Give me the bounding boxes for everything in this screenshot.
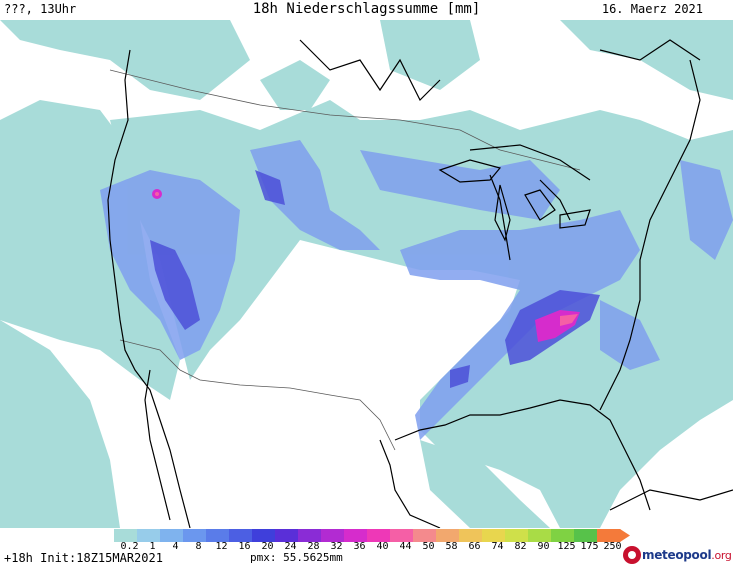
legend-swatch — [344, 529, 368, 542]
logo-icon — [623, 546, 641, 564]
legend-tick: 74 — [491, 541, 504, 552]
header-bar: ???, 13Uhr 18h Niederschlagssumme [mm] 1… — [0, 0, 733, 20]
location-time-label: ???, 13Uhr — [4, 2, 77, 16]
legend-swatch — [482, 529, 506, 542]
logo-tld: .org — [711, 549, 732, 562]
great-lakes — [438, 159, 591, 242]
legend-tick: 8 — [195, 541, 202, 552]
legend-tick: 44 — [399, 541, 412, 552]
country-borders — [109, 69, 581, 451]
legend-swatch — [505, 529, 529, 542]
legend-tick: 12 — [215, 541, 228, 552]
legend-swatch — [459, 529, 483, 542]
legend-swatch — [597, 529, 621, 542]
legend-swatch — [183, 529, 207, 542]
legend-swatch — [321, 529, 345, 542]
legend-tick: 58 — [445, 541, 458, 552]
coastlines — [107, 39, 733, 528]
legend-swatch — [275, 529, 299, 542]
init-time-label: +18h Init:18Z15MAR2021 — [4, 551, 163, 565]
legend-tick: 20 — [261, 541, 274, 552]
legend-swatch — [367, 529, 391, 542]
precipitation-map — [0, 20, 733, 528]
light-precip-layer — [0, 20, 733, 528]
logo-name: meteopool — [642, 548, 712, 562]
date-label: 16. Maerz 2021 — [601, 2, 703, 16]
legend-swatch — [114, 529, 138, 542]
legend-overflow-arrow — [620, 529, 630, 542]
legend-swatch — [252, 529, 276, 542]
legend-tick: 32 — [330, 541, 343, 552]
extreme-precip-layer — [152, 189, 580, 342]
legend-swatch — [528, 529, 552, 542]
legend-tick: 0.2 — [120, 541, 139, 552]
legend-swatch — [436, 529, 460, 542]
legend-swatch — [229, 529, 253, 542]
footer-bar: +18h Init:18Z15MAR2021 pmx: 55.5625mm — [0, 551, 733, 566]
legend-tick: 36 — [353, 541, 366, 552]
legend-swatch — [137, 529, 161, 542]
logo-text: meteopool.org — [642, 548, 732, 562]
legend-tick: 250 — [603, 541, 622, 552]
legend-swatch — [574, 529, 598, 542]
legend-tick: 40 — [376, 541, 389, 552]
legend-tick: 1 — [149, 541, 156, 552]
legend-tick: 24 — [284, 541, 297, 552]
color-legend — [114, 529, 630, 542]
legend-tick: 66 — [468, 541, 481, 552]
legend-tick: 50 — [422, 541, 435, 552]
legend-swatch — [298, 529, 322, 542]
legend-swatch — [206, 529, 230, 542]
legend-swatch — [551, 529, 575, 542]
legend-swatch — [160, 529, 184, 542]
legend-tick: 90 — [537, 541, 550, 552]
meteopool-logo[interactable]: meteopool.org — [620, 545, 732, 565]
pmx-label: pmx: 55.5625mm — [250, 551, 343, 564]
map-title: 18h Niederschlagssumme [mm] — [252, 1, 481, 17]
legend-tick: 28 — [307, 541, 320, 552]
legend-tick: 82 — [514, 541, 527, 552]
legend-tick: 4 — [172, 541, 179, 552]
legend-tick: 175 — [580, 541, 599, 552]
legend-tick-labels: 0.2 1 4 8 12 16 20 24 28 32 36 40 44 50 58 66 74 82 90 125 1… — [100, 541, 660, 553]
legend-tick: 16 — [238, 541, 251, 552]
legend-swatch — [390, 529, 414, 542]
legend-swatch — [413, 529, 437, 542]
legend-tick: 125 — [557, 541, 576, 552]
legend-colorbar — [114, 529, 630, 542]
